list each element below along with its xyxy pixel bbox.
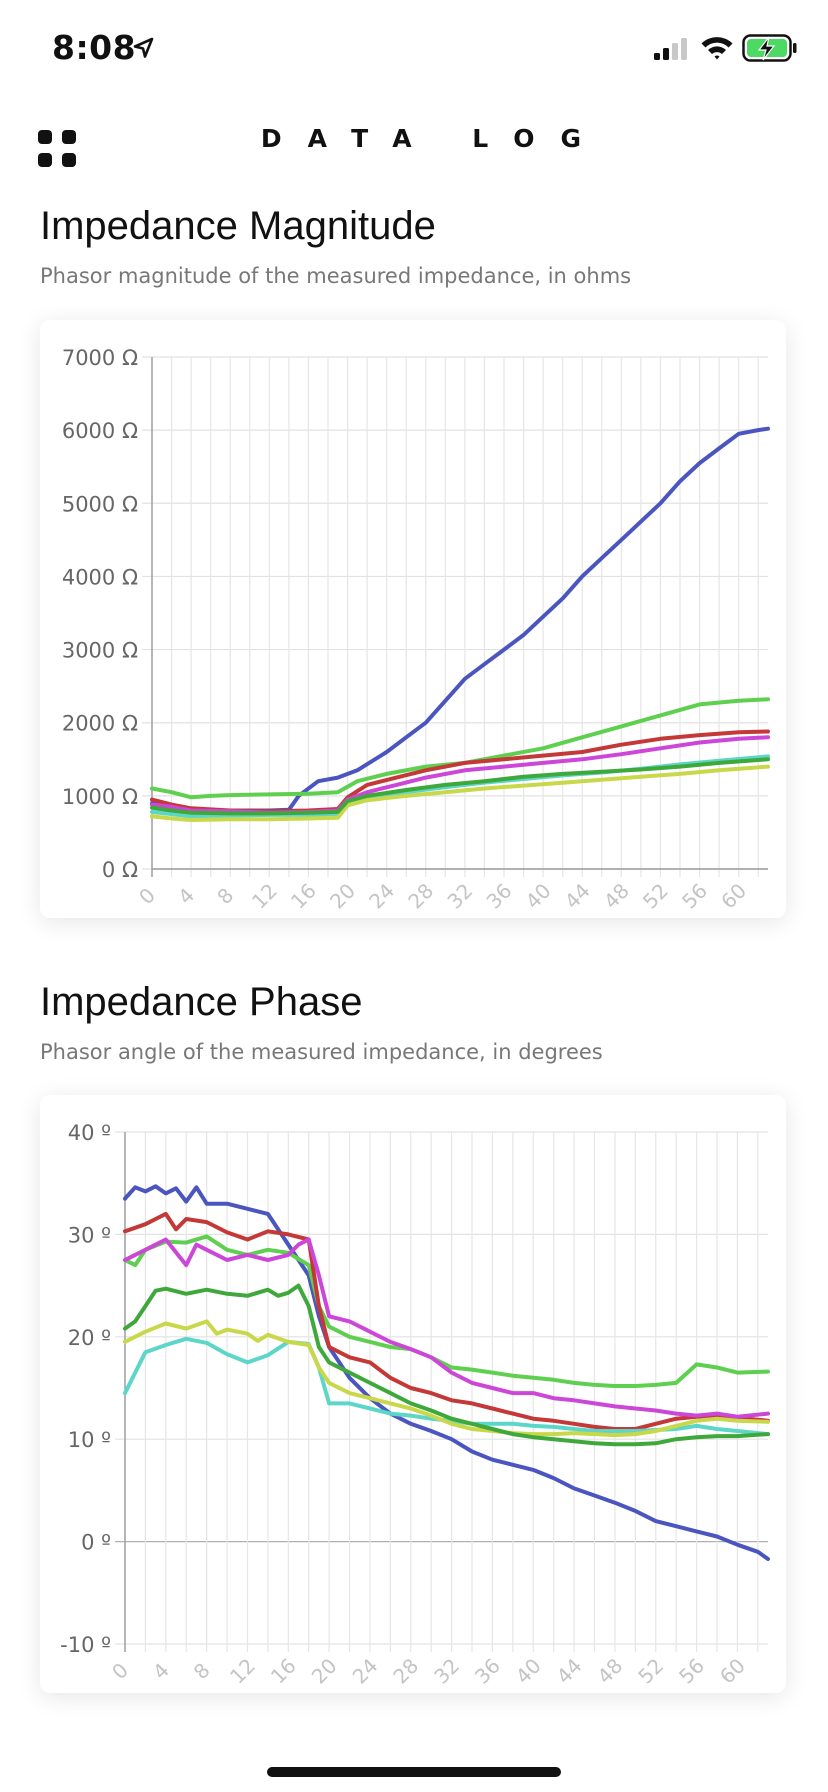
location-arrow-icon [133,37,154,58]
x-tick-label: 48 [592,1654,627,1689]
status-time: 8:08 [52,28,137,67]
x-tick-label: 56 [677,879,712,914]
magnitude-chart: 0 Ω 1000 Ω 2000 Ω 3000 Ω 4000 Ω 5000 Ω 6000 Ω 7… [62,346,770,914]
y-tick-label: -10 º [60,1633,111,1657]
status-bar: 8:08 [0,0,828,100]
x-tick-label: 32 [429,1654,464,1689]
x-tick-label: 28 [388,1654,423,1689]
x-tick-label: 60 [716,879,751,914]
x-tick-label: 48 [599,879,634,914]
series-line-1 [123,1184,770,1561]
magnitude-chart-card: 0 Ω 1000 Ω 2000 Ω 3000 Ω 4000 Ω 5000 Ω 6000 Ω 7… [40,320,786,918]
series-line-3 [123,1211,770,1431]
x-tick-label: 16 [266,1654,301,1689]
magnitude-title: Impedance Magnitude [40,204,436,248]
x-tick-label: 36 [482,879,517,914]
cellular-signal-icon [654,38,687,60]
x-tick-label: 40 [511,1654,546,1689]
x-tick-label: 0 [107,1658,133,1684]
home-indicator[interactable] [267,1767,561,1777]
x-tick-label: 56 [674,1654,709,1689]
x-tick-label: 4 [173,883,199,909]
y-tick-label: 1000 Ω [62,785,138,809]
y-tick-label: 4000 Ω [62,565,138,589]
y-tick-label: 3000 Ω [62,639,138,663]
x-tick-label: 52 [633,1654,668,1689]
x-tick-label: 44 [560,879,595,914]
x-tick-label: 60 [715,1654,750,1689]
phase-chart: -10 º0 º10 º20 º30 º40 º0 4 8 12 16 20 24 28 32 3… [60,1121,770,1689]
y-tick-label: 10 º [68,1428,111,1452]
app-header: DATA LOG [0,110,828,170]
x-tick-label: 24 [364,879,399,914]
x-tick-label: 28 [403,879,438,914]
x-tick-label: 52 [638,879,673,914]
y-tick-label: 0 º [81,1531,111,1555]
y-tick-label: 7000 Ω [62,346,138,370]
x-tick-label: 32 [442,879,477,914]
series-line-7 [123,1283,770,1447]
x-tick-label: 4 [148,1658,174,1684]
y-tick-label: 0 Ω [102,858,138,882]
x-tick-label: 12 [247,879,282,914]
x-tick-label: 44 [552,1654,587,1689]
x-tick-label: 40 [521,879,556,914]
x-tick-label: 36 [470,1654,505,1689]
x-tick-label: 24 [348,1654,383,1689]
phase-subtitle: Phasor angle of the measured impedance, … [40,1040,603,1064]
x-tick-label: 16 [286,879,321,914]
y-tick-label: 2000 Ω [62,712,138,736]
grid [142,356,768,877]
series-line-5 [123,1336,770,1437]
y-tick-label: 40 º [68,1121,111,1145]
wifi-icon [701,37,733,60]
series-line-6 [150,764,770,822]
phase-title: Impedance Phase [40,980,363,1024]
series-line-1 [150,426,770,814]
menu-grid-icon[interactable] [36,120,80,167]
x-tick-label: 20 [325,879,360,914]
y-tick-label: 5000 Ω [62,492,138,516]
grid [115,1131,768,1652]
series-line-4 [123,1237,770,1419]
x-tick-label: 0 [134,883,160,909]
y-tick-label: 20 º [68,1326,111,1350]
series-line-6 [123,1319,770,1438]
y-tick-label: 6000 Ω [62,419,138,443]
x-tick-label: 8 [212,883,238,909]
x-tick-label: 20 [307,1654,342,1689]
x-tick-label: 12 [225,1654,260,1689]
series-line-7 [150,757,770,816]
y-tick-label: 30 º [68,1223,111,1247]
series-line-2 [150,697,770,800]
magnitude-subtitle: Phasor magnitude of the measured impedan… [40,264,632,288]
x-tick-label: 8 [189,1658,215,1684]
battery-charging-icon [742,34,797,62]
app-title: DATA LOG [260,124,608,153]
